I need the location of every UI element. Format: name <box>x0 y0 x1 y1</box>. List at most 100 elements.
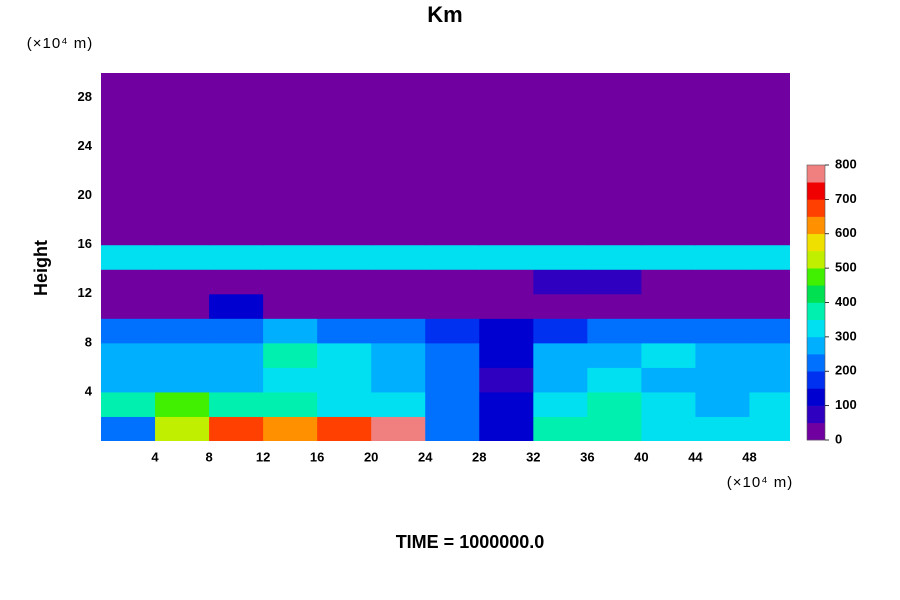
heatmap-cell <box>263 122 318 148</box>
heatmap-cell <box>479 391 534 417</box>
heatmap-cell <box>263 416 318 441</box>
colorbar-tick-label: 100 <box>835 397 857 412</box>
heatmap-cell <box>371 342 426 368</box>
heatmap-cell <box>425 146 480 172</box>
heatmap-cell <box>263 318 318 344</box>
colorbar-swatch <box>807 336 825 355</box>
heatmap-cell <box>425 391 480 417</box>
heatmap-cell <box>479 367 534 393</box>
heatmap-cell <box>425 195 480 221</box>
heatmap-cell <box>587 416 642 441</box>
heatmap-cell <box>101 391 156 417</box>
heatmap-cell <box>155 220 210 246</box>
heatmap-cell <box>209 269 264 295</box>
heatmap-cell <box>101 146 156 172</box>
heatmap-cell <box>533 318 588 344</box>
heatmap-cell <box>101 416 156 441</box>
x-tick-label: 28 <box>472 449 486 464</box>
heatmap-cell <box>263 391 318 417</box>
heatmap-cell <box>533 391 588 417</box>
colorbar-swatch <box>807 199 825 217</box>
x-tick-label: 12 <box>256 449 270 464</box>
x-tick-label: 32 <box>526 449 540 464</box>
heatmap-cell <box>533 244 588 270</box>
heatmap-cell <box>425 342 480 368</box>
heatmap-cell <box>479 146 534 172</box>
heatmap-cell <box>641 146 696 172</box>
heatmap-cell <box>317 220 372 246</box>
heatmap-cell <box>587 195 642 221</box>
x-tick-label: 36 <box>580 449 594 464</box>
colorbar-tick-label: 800 <box>835 156 857 171</box>
heatmap-cell <box>371 391 426 417</box>
heatmap-cell <box>371 220 426 246</box>
heatmap-cell <box>587 146 642 172</box>
heatmap-cell <box>317 171 372 197</box>
heatmap-cell <box>587 367 642 393</box>
heatmap-cell <box>101 342 156 368</box>
heatmap-cell <box>533 171 588 197</box>
heatmap-cell <box>641 220 696 246</box>
heatmap-cell <box>695 367 750 393</box>
x-tick-label: 16 <box>310 449 324 464</box>
heatmap-cell <box>749 122 790 148</box>
heatmap-cell <box>317 293 372 319</box>
heatmap-cell <box>155 342 210 368</box>
heatmap-cell <box>479 318 534 344</box>
colorbar-swatch <box>807 250 825 269</box>
heatmap-cell <box>749 416 790 441</box>
heatmap-cell <box>263 97 318 123</box>
heatmap-cell <box>695 391 750 417</box>
heatmap-cell <box>641 195 696 221</box>
x-tick-label: 48 <box>742 449 756 464</box>
heatmap-cell <box>101 220 156 246</box>
heatmap-cell <box>533 97 588 123</box>
colorbar-swatch <box>807 354 825 372</box>
heatmap-cell <box>641 391 696 417</box>
heatmap-cell <box>155 244 210 270</box>
heatmap-cell <box>749 171 790 197</box>
heatmap-cell <box>533 367 588 393</box>
heatmap-cell <box>101 269 156 295</box>
heatmap-cell <box>641 293 696 319</box>
heatmap-cell <box>101 195 156 221</box>
heatmap-cell <box>749 367 790 393</box>
heatmap-cell <box>155 318 210 344</box>
heatmap-cell <box>479 342 534 368</box>
y-tick-label: 24 <box>78 138 93 153</box>
heatmap-cell <box>479 416 534 441</box>
heatmap-cell <box>155 367 210 393</box>
colorbar-swatch <box>807 216 825 235</box>
heatmap-cell <box>371 97 426 123</box>
heatmap-cell <box>749 269 790 295</box>
colorbar-tick-label: 200 <box>835 363 857 378</box>
heatmap-cell <box>641 244 696 270</box>
heatmap-cell <box>749 195 790 221</box>
heatmap-cell <box>209 391 264 417</box>
heatmap-cell <box>749 146 790 172</box>
heatmap-cell <box>263 293 318 319</box>
heatmap-cell <box>587 73 642 99</box>
heatmap-cell <box>209 97 264 123</box>
heatmap-cell <box>263 342 318 368</box>
y-tick-label: 12 <box>78 285 92 300</box>
heatmap-cell <box>209 73 264 99</box>
heatmap-cell <box>209 342 264 368</box>
heatmap-cell <box>101 73 156 99</box>
heatmap-cell <box>263 367 318 393</box>
heatmap-cell <box>695 146 750 172</box>
heatmap-cell <box>695 195 750 221</box>
heatmap-cell <box>371 244 426 270</box>
heatmap-cell <box>587 293 642 319</box>
heatmap-cell <box>641 416 696 441</box>
heatmap-cell <box>371 171 426 197</box>
colorbar-swatch <box>807 302 825 320</box>
heatmap-cell <box>695 269 750 295</box>
heatmap-cell <box>587 171 642 197</box>
chart-title: Km <box>427 2 462 27</box>
colorbar-tick-label: 600 <box>835 225 857 240</box>
heatmap-cell <box>101 122 156 148</box>
heatmap-cell <box>749 220 790 246</box>
colorbar-tick-label: 700 <box>835 191 857 206</box>
colorbar-swatch <box>807 388 825 406</box>
